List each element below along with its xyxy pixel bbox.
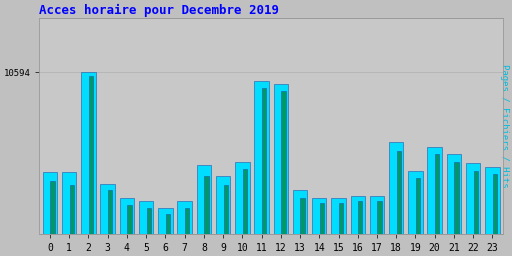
Bar [120,198,134,256]
Bar [70,185,74,256]
Bar [474,170,478,256]
Bar [108,190,113,256]
Bar [408,170,423,256]
Bar [428,147,442,256]
Bar [42,172,57,256]
Bar [397,151,401,256]
Bar [331,198,346,256]
Bar [139,201,154,256]
Bar [62,172,76,256]
Bar [127,205,132,256]
Bar [81,72,96,256]
Bar [235,162,249,256]
Bar [185,208,189,256]
Bar [273,84,288,256]
Bar [370,196,384,256]
Bar [319,203,324,256]
Bar [301,198,305,256]
Bar [446,154,461,256]
Bar [466,163,480,256]
Bar [243,169,247,256]
Bar [435,154,439,256]
Bar [216,176,230,256]
Bar [281,91,286,256]
Bar [358,201,362,256]
Bar [389,142,403,256]
Bar [158,208,173,256]
Bar [339,203,343,256]
Bar [293,190,307,256]
Bar [166,214,170,256]
Bar [224,185,228,256]
Bar [485,167,500,256]
Bar [254,81,269,256]
Bar [100,184,115,256]
Bar [204,176,208,256]
Text: Acces horaire pour Decembre 2019: Acces horaire pour Decembre 2019 [39,4,280,17]
Bar [377,201,382,256]
Bar [312,198,327,256]
Bar [89,76,93,256]
Bar [262,88,266,256]
Bar [146,208,151,256]
Y-axis label: Pages / Fichiers / Hits: Pages / Fichiers / Hits [500,64,508,187]
Bar [351,196,365,256]
Bar [416,178,420,256]
Bar [177,201,192,256]
Bar [454,162,459,256]
Bar [493,174,497,256]
Bar [197,165,211,256]
Bar [50,181,55,256]
